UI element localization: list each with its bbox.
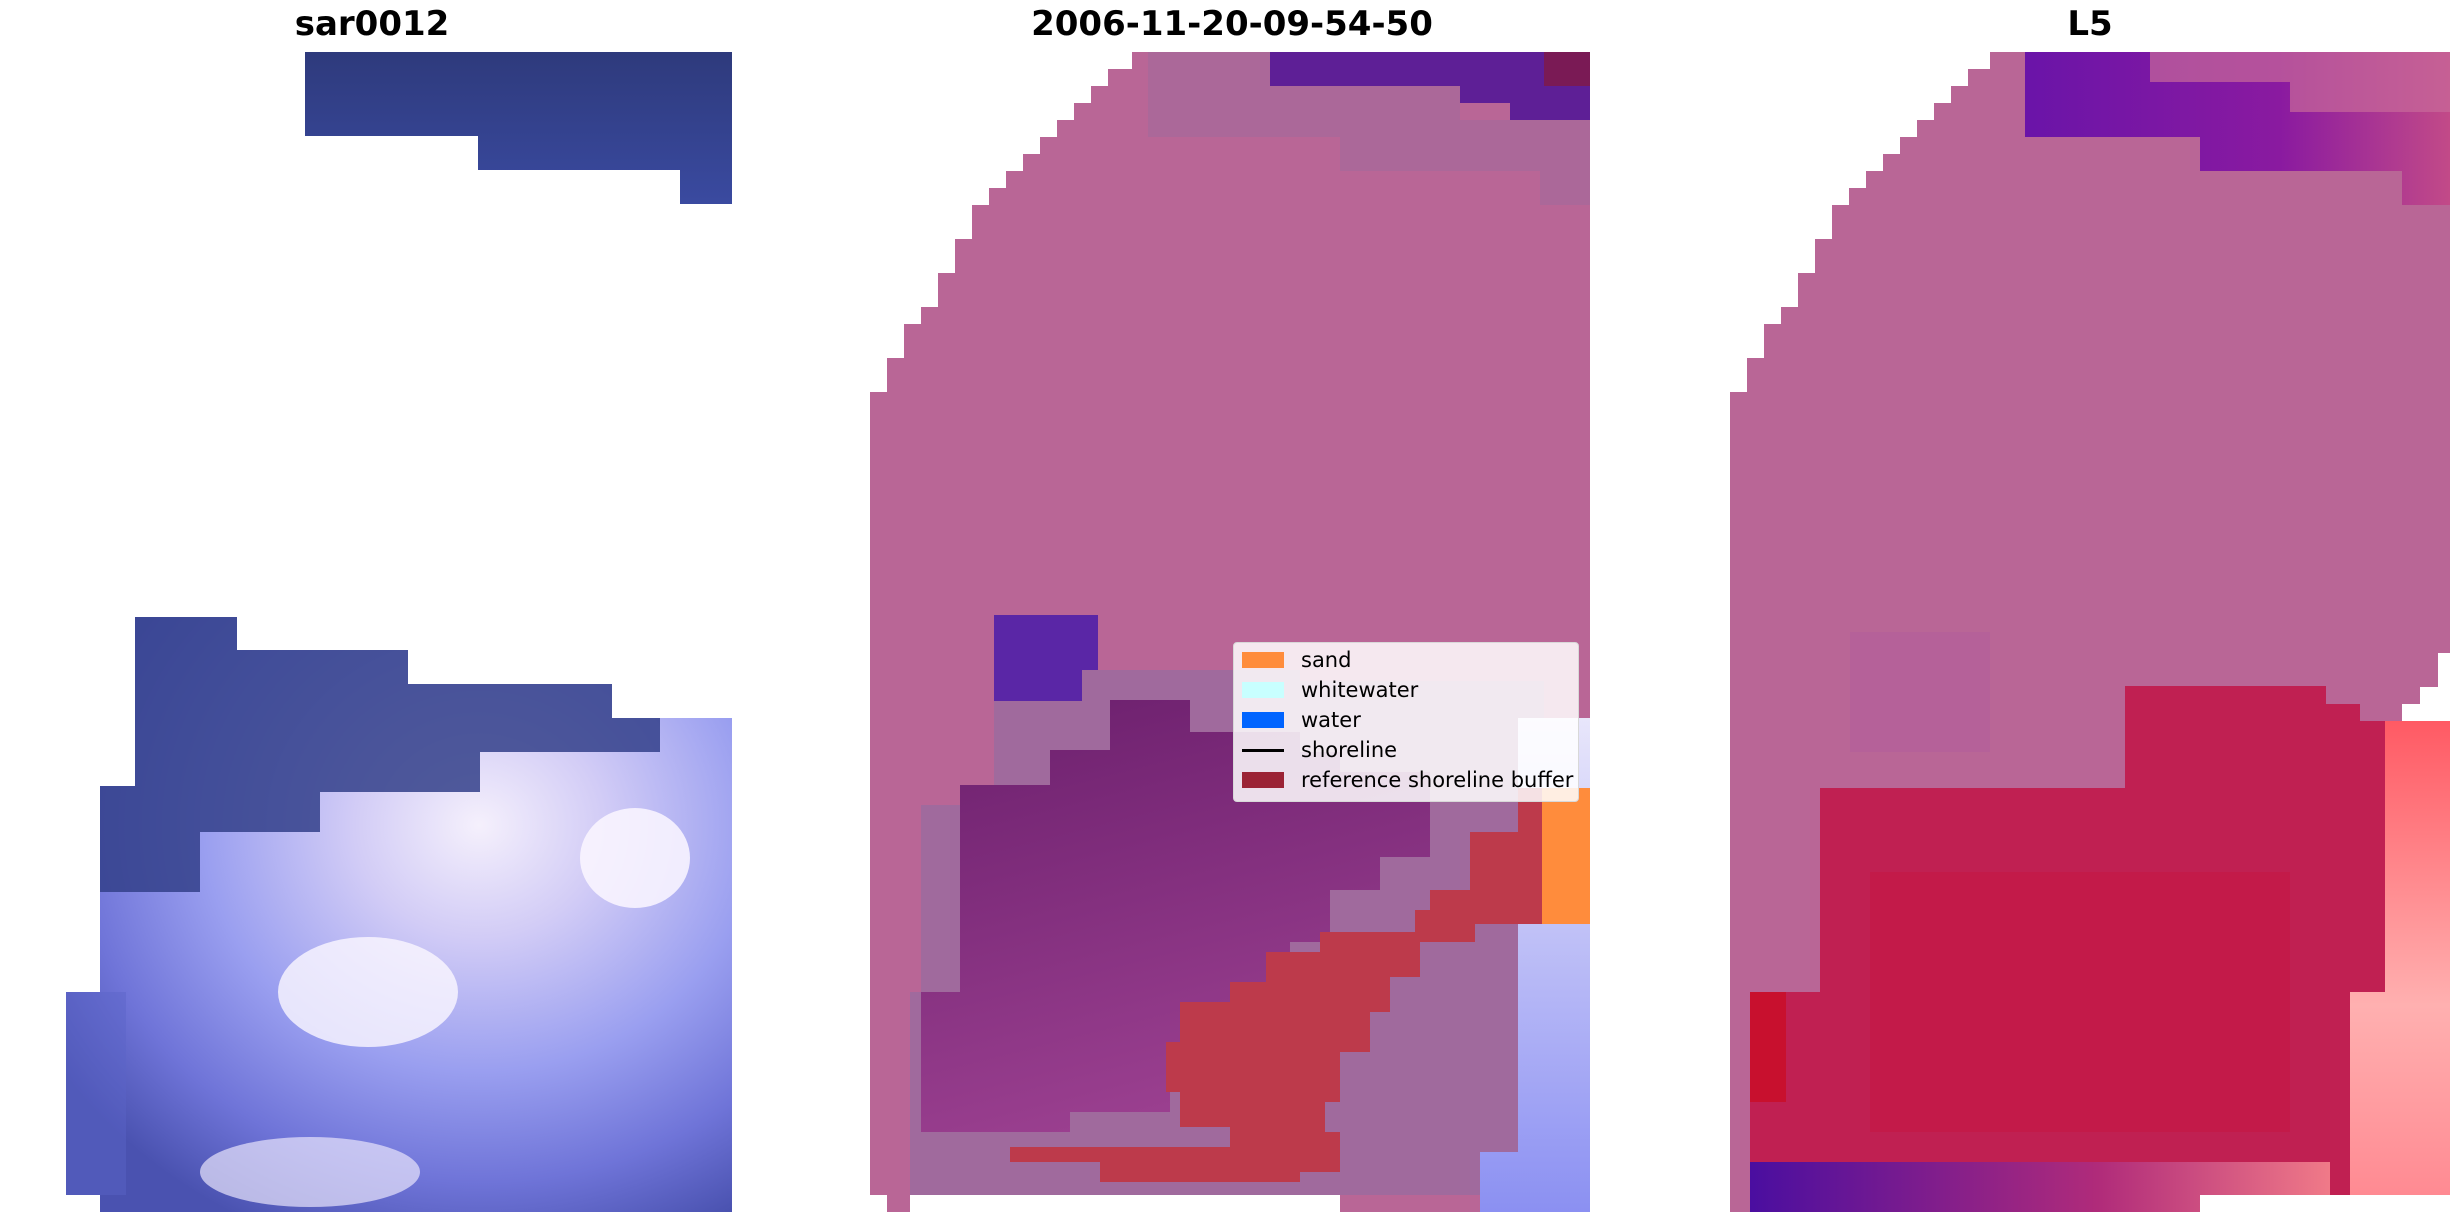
panel-title-l5: L5 [2067, 4, 2113, 44]
legend-item-sand: sand [1242, 647, 1351, 673]
faint-purple-patch [1850, 632, 1990, 752]
legend-swatch-water [1242, 712, 1284, 728]
legend-item-shoreline: shoreline [1242, 737, 1397, 763]
legend-item-buffer: reference shoreline buffer [1242, 767, 1573, 793]
purple-lower-region [921, 700, 1430, 1132]
muted-patch [1390, 952, 1518, 1042]
legend-swatch-whitewater [1242, 682, 1284, 698]
panel-title-date: 2006-11-20-09-54-50 [1031, 4, 1433, 44]
violet-patch [994, 615, 1098, 701]
violet-band-bottom [1750, 1162, 2330, 1212]
muted-band-top [1148, 52, 1590, 205]
legend-label-whitewater: whitewater [1301, 678, 1419, 702]
legend-label-water: water [1301, 708, 1361, 732]
legend: sand whitewater water shoreline referenc… [1233, 642, 1579, 802]
legend-item-whitewater: whitewater [1242, 677, 1418, 703]
legend-label-shoreline: shoreline [1301, 738, 1398, 762]
panel-title-sar0012: sar0012 [294, 4, 450, 44]
bright-spot [278, 937, 458, 1047]
legend-swatch-buffer [1242, 772, 1284, 788]
classification-panel [870, 52, 1600, 1212]
crimson-core [1870, 872, 2290, 1132]
bright-spot [580, 808, 690, 908]
bright-spot [200, 1137, 420, 1207]
reference-shoreline-buffer [1010, 788, 1542, 1182]
legend-label-sand: sand [1301, 648, 1352, 672]
dark-water-block [305, 52, 732, 204]
pink-band-top [2150, 52, 2450, 112]
rgb-image-panel [66, 52, 732, 1212]
legend-swatch-sand [1242, 652, 1284, 668]
left-edge-shade [66, 992, 126, 1195]
legend-item-water: water [1242, 707, 1361, 733]
salmon-strip [2350, 721, 2450, 1195]
red-spot [1750, 992, 1786, 1102]
right-edge [1590, 52, 1600, 1212]
legend-label-buffer: reference shoreline buffer [1301, 768, 1574, 792]
dark-red-corner [1544, 52, 1590, 86]
l5-panel [1730, 52, 2450, 1212]
dark-band [100, 617, 660, 892]
legend-line-shoreline [1242, 748, 1284, 752]
